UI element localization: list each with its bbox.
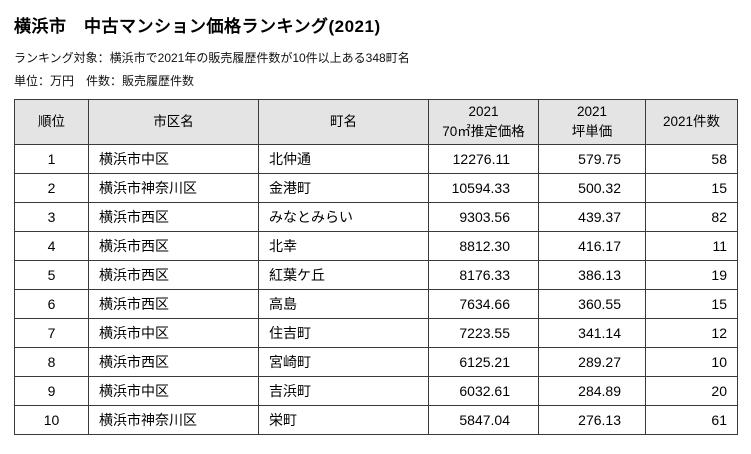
price-cell: 12276.11: [428, 144, 539, 174]
tsubo-cell: 360.55: [538, 289, 646, 319]
town-cell: 吉浜町: [258, 376, 429, 406]
rank-cell: 3: [14, 202, 89, 232]
price-cell: 9303.56: [428, 202, 539, 232]
header-tsubo: 2021 坪単価: [538, 99, 646, 145]
rank-cell: 9: [14, 376, 89, 406]
rank-cell: 6: [14, 289, 89, 319]
header-ward: 市区名: [88, 99, 259, 145]
tsubo-cell: 284.89: [538, 376, 646, 406]
rank-cell: 2: [14, 173, 89, 203]
price-cell: 7223.55: [428, 318, 539, 348]
ward-cell: 横浜市西区: [88, 260, 259, 290]
table-row: 1 横浜市中区 北仲通 12276.11 579.75 58: [14, 144, 738, 174]
price-cell: 7634.66: [428, 289, 539, 319]
table-row: 3 横浜市西区 みなとみらい 9303.56 439.37 82: [14, 202, 738, 232]
ranking-criteria-note: ランキング対象：横浜市で2021年の販売履歴件数が10件以上ある348町名: [14, 51, 410, 65]
count-cell: 11: [645, 231, 738, 261]
table-row: 6 横浜市西区 高島 7634.66 360.55 15: [14, 289, 738, 319]
tsubo-cell: 579.75: [538, 144, 646, 174]
ward-cell: 横浜市西区: [88, 289, 259, 319]
header-tsubo-year: 2021: [576, 104, 608, 120]
header-town: 町名: [258, 99, 429, 145]
header-tsubo-label: 坪単価: [571, 124, 613, 139]
ward-cell: 横浜市中区: [88, 318, 259, 348]
town-cell: 金港町: [258, 173, 429, 203]
tsubo-cell: 439.37: [538, 202, 646, 232]
tsubo-cell: 500.32: [538, 173, 646, 203]
rank-cell: 8: [14, 347, 89, 377]
count-cell: 82: [645, 202, 738, 232]
table-row: 2 横浜市神奈川区 金港町 10594.33 500.32 15: [14, 173, 738, 203]
town-cell: 北幸: [258, 231, 429, 261]
table-body: 1 横浜市中区 北仲通 12276.11 579.75 58 2 横浜市神奈川区…: [14, 144, 738, 435]
town-cell: 紅葉ケ丘: [258, 260, 429, 290]
tsubo-cell: 276.13: [538, 405, 646, 435]
header-row: 順位 市区名 町名 2021 70㎡推定価格 2021 坪単価 2021件数: [14, 99, 738, 145]
rank-cell: 10: [14, 405, 89, 435]
count-cell: 61: [645, 405, 738, 435]
rank-cell: 5: [14, 260, 89, 290]
header-count: 2021件数: [645, 99, 738, 145]
unit-note: 単位：万円 件数：販売履歴件数: [14, 74, 195, 88]
ward-cell: 横浜市神奈川区: [88, 405, 259, 435]
count-cell: 58: [645, 144, 738, 174]
ward-cell: 横浜市神奈川区: [88, 173, 259, 203]
price-cell: 8812.30: [428, 231, 539, 261]
table-row: 8 横浜市西区 宮崎町 6125.21 289.27 10: [14, 347, 738, 377]
count-cell: 19: [645, 260, 738, 290]
town-cell: 北仲通: [258, 144, 429, 174]
town-cell: みなとみらい: [258, 202, 429, 232]
count-cell: 10: [645, 347, 738, 377]
rank-cell: 4: [14, 231, 89, 261]
ward-cell: 横浜市西区: [88, 202, 259, 232]
rank-cell: 1: [14, 144, 89, 174]
header-price-label: 70㎡推定価格: [442, 124, 525, 139]
header-price-year: 2021: [468, 104, 499, 120]
price-cell: 6032.61: [428, 376, 539, 406]
count-cell: 15: [645, 289, 738, 319]
table-header: 順位 市区名 町名 2021 70㎡推定価格 2021 坪単価 2021件数: [14, 99, 738, 145]
town-cell: 住吉町: [258, 318, 429, 348]
town-cell: 宮崎町: [258, 347, 429, 377]
ward-cell: 横浜市西区: [88, 231, 259, 261]
tsubo-cell: 416.17: [538, 231, 646, 261]
price-cell: 6125.21: [428, 347, 539, 377]
table-row: 4 横浜市西区 北幸 8812.30 416.17 11: [14, 231, 738, 261]
town-cell: 栄町: [258, 405, 429, 435]
ward-cell: 横浜市中区: [88, 144, 259, 174]
ward-cell: 横浜市西区: [88, 347, 259, 377]
rank-cell: 7: [14, 318, 89, 348]
tsubo-cell: 289.27: [538, 347, 646, 377]
price-cell: 10594.33: [428, 173, 539, 203]
header-rank: 順位: [14, 99, 89, 145]
ranking-table: 順位 市区名 町名 2021 70㎡推定価格 2021 坪単価 2021件数 1…: [14, 99, 738, 435]
count-cell: 20: [645, 376, 738, 406]
header-price: 2021 70㎡推定価格: [428, 99, 539, 145]
table-row: 7 横浜市中区 住吉町 7223.55 341.14 12: [14, 318, 738, 348]
tsubo-cell: 341.14: [538, 318, 646, 348]
town-cell: 高島: [258, 289, 429, 319]
table-row: 9 横浜市中区 吉浜町 6032.61 284.89 20: [14, 376, 738, 406]
price-cell: 8176.33: [428, 260, 539, 290]
tsubo-cell: 386.13: [538, 260, 646, 290]
count-cell: 12: [645, 318, 738, 348]
price-cell: 5847.04: [428, 405, 539, 435]
count-cell: 15: [645, 173, 738, 203]
page-title: 横浜市 中古マンション価格ランキング(2021): [14, 17, 381, 36]
table-row: 10 横浜市神奈川区 栄町 5847.04 276.13 61: [14, 405, 738, 435]
table-row: 5 横浜市西区 紅葉ケ丘 8176.33 386.13 19: [14, 260, 738, 290]
ward-cell: 横浜市中区: [88, 376, 259, 406]
